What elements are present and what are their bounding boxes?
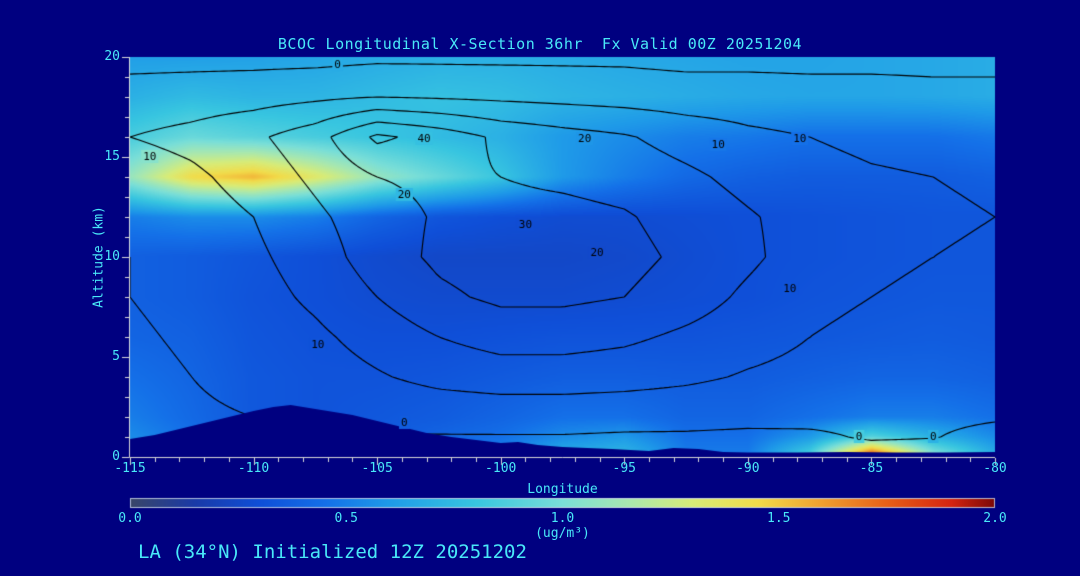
colorbar-tick-label: 0.5 — [334, 511, 358, 526]
x-axis-title: Longitude — [527, 482, 598, 497]
y-tick-label: 20 — [104, 49, 120, 64]
colorbar-unit-label: (ug/m³) — [535, 526, 590, 541]
y-tick-label: 5 — [112, 349, 120, 364]
x-tick-label: -95 — [612, 461, 637, 476]
init-caption: LA (34°N) Initialized 12Z 20251202 — [138, 541, 527, 563]
y-tick-label: 10 — [104, 249, 120, 264]
x-tick-label: -110 — [237, 461, 270, 476]
colorbar-tick-label: 2.0 — [983, 511, 1007, 526]
colorbar-tick-label: 1.5 — [767, 511, 791, 526]
x-tick-label: -100 — [485, 461, 517, 476]
colorbar-tick-label: 1.0 — [550, 511, 575, 526]
x-tick-label: -85 — [859, 461, 884, 476]
x-tick-label: -90 — [736, 461, 760, 476]
plot-title: BCOC Longitudinal X-Section 36hr Fx Vali… — [277, 35, 803, 53]
x-tick-label: -80 — [983, 461, 1007, 476]
x-tick-label: -105 — [361, 461, 393, 476]
x-tick-label: -115 — [114, 461, 146, 476]
colorbar-tick-label: 0.0 — [118, 511, 142, 526]
y-tick-label: 0 — [112, 449, 120, 464]
y-tick-label: 15 — [104, 149, 120, 164]
